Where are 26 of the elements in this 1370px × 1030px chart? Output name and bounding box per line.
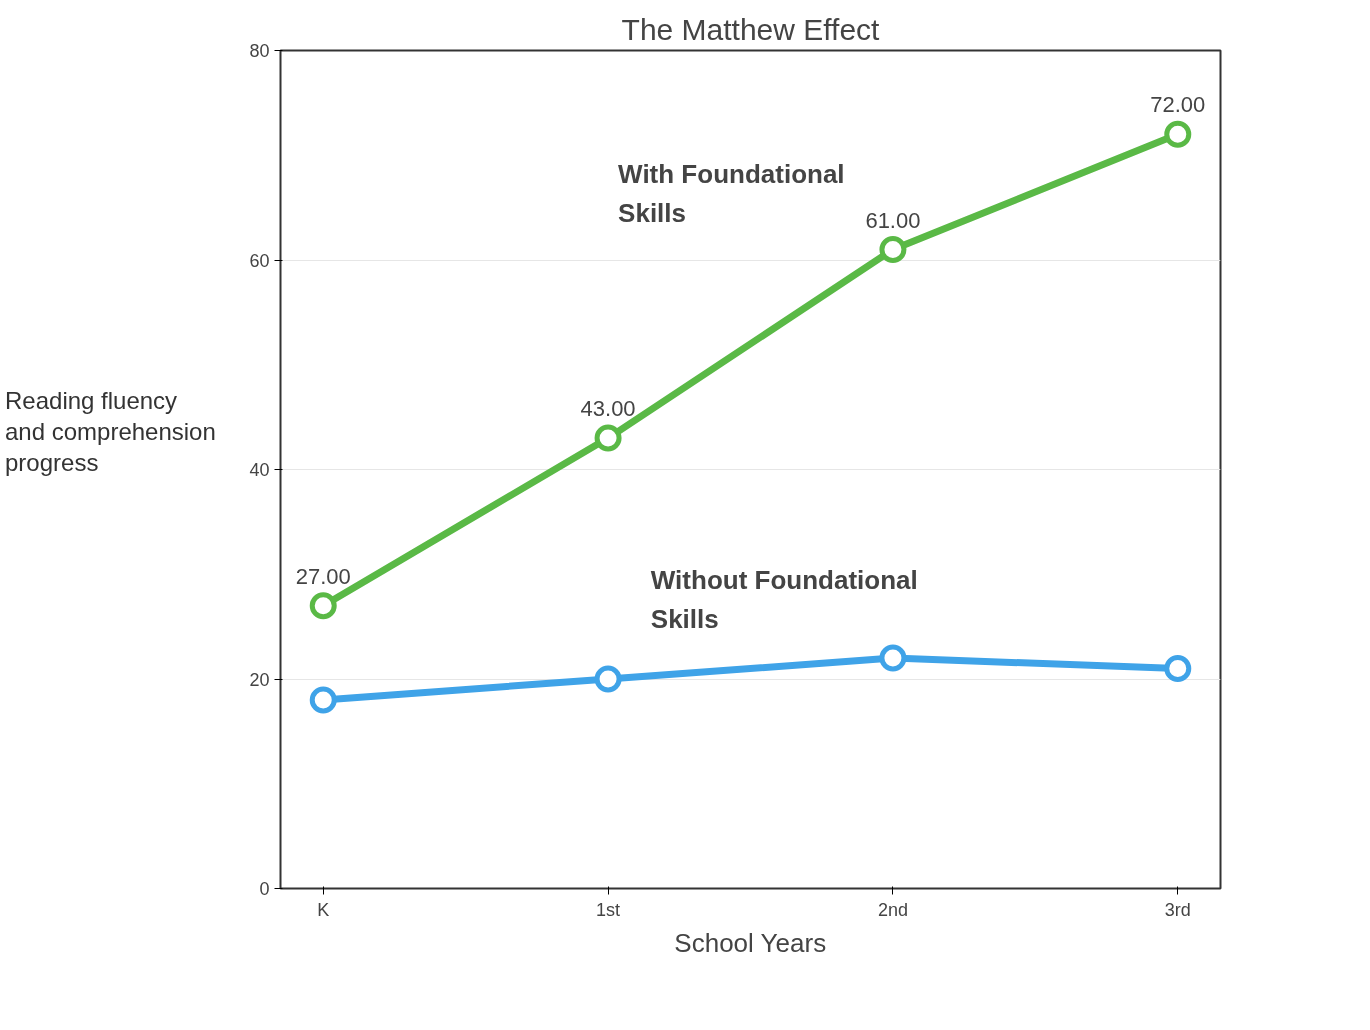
data-label: 61.00 <box>865 207 921 233</box>
y-tick-label: 40 <box>249 460 270 480</box>
point <box>594 665 622 693</box>
y-tick-label: 0 <box>259 879 270 899</box>
point <box>879 236 907 263</box>
data-label: 27.00 <box>295 563 351 589</box>
y-axis-title: Reading fluency and comprehension progress <box>5 386 216 479</box>
point <box>1164 120 1192 148</box>
point <box>309 686 337 714</box>
y-tick-label: 20 <box>249 669 270 690</box>
series-label: Without Foundational Skills <box>650 565 918 634</box>
x-tick-label: 3rd <box>1164 899 1191 920</box>
point <box>309 592 337 620</box>
data-label: 72.00 <box>1150 92 1206 118</box>
point <box>1164 655 1192 682</box>
x-tick-label: 2nd <box>877 899 908 920</box>
y-tick-label: 80 <box>249 41 270 61</box>
x-axis-title: School Years <box>674 927 827 958</box>
point <box>594 424 622 452</box>
series-label: With Foundational Skills <box>618 159 845 229</box>
x-tick-label: 1st <box>596 899 621 920</box>
data-label: 43.00 <box>580 396 636 422</box>
x-tick-label: K <box>317 899 330 920</box>
y-tick-label: 60 <box>249 250 270 271</box>
chart-title: The Matthew Effect <box>621 12 881 46</box>
point <box>879 644 907 672</box>
